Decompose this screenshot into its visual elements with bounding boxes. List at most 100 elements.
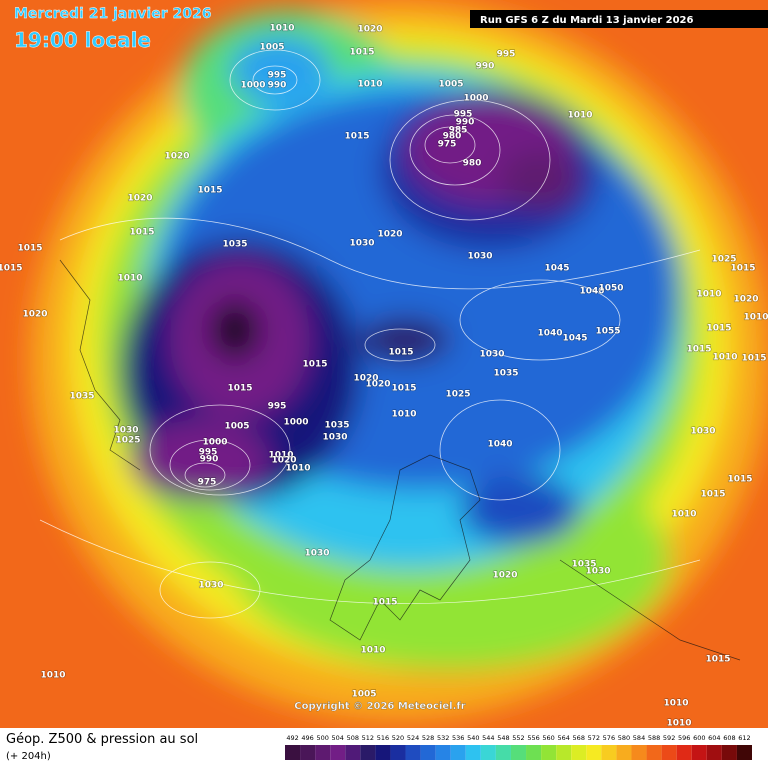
pressure-label: 1020 xyxy=(271,456,296,466)
pressure-label: 995 xyxy=(199,448,218,458)
scale-label: 572 xyxy=(588,734,600,742)
pressure-label: 1030 xyxy=(304,549,329,559)
copyright: Copyright © 2026 Meteociel.fr xyxy=(294,701,465,712)
scale-swatch xyxy=(646,745,662,760)
scale-label: 512 xyxy=(362,734,374,742)
scale-label: 604 xyxy=(708,734,720,742)
pressure-label: 975 xyxy=(198,478,217,488)
pressure-label: 975 xyxy=(438,140,457,150)
pressure-label: 1025 xyxy=(115,436,140,446)
pressure-label: 1010 xyxy=(712,353,737,363)
valid-time: 19:00 locale xyxy=(14,28,151,52)
pressure-label: 1015 xyxy=(700,490,725,500)
pressure-label: 1035 xyxy=(69,392,94,402)
pressure-label: 1020 xyxy=(164,152,189,162)
pressure-label: 990 xyxy=(200,455,219,465)
color-scale: 492 496 500 504 508 512 516 520 524 528 532 536 540 5… xyxy=(285,734,752,760)
pressure-label: 1035 xyxy=(571,560,596,570)
scale-swatch xyxy=(706,745,722,760)
pressure-label: 1000 xyxy=(283,418,308,428)
scale-label: 520 xyxy=(392,734,404,742)
pressure-label: 1010 xyxy=(567,111,592,121)
scale-label: 600 xyxy=(693,734,705,742)
pressure-label: 1005 xyxy=(224,422,249,432)
scale-label: 556 xyxy=(527,734,539,742)
scale-swatch xyxy=(345,745,361,760)
pressure-label: 1015 xyxy=(227,384,252,394)
pressure-label: 1045 xyxy=(544,264,569,274)
scale-swatch xyxy=(586,745,602,760)
scale-label: 552 xyxy=(512,734,524,742)
scale-label: 588 xyxy=(648,734,660,742)
pressure-label: 1020 xyxy=(357,25,382,35)
pressure-label: 1030 xyxy=(585,567,610,577)
pressure-label: 1010 xyxy=(743,313,768,323)
scale-swatch xyxy=(571,745,587,760)
scale-swatch xyxy=(420,745,436,760)
pressure-label: 1010 xyxy=(357,80,382,90)
pressure-label: 1010 xyxy=(360,646,385,656)
scale-label: 564 xyxy=(557,734,569,742)
pressure-label: 1015 xyxy=(686,345,711,355)
pressure-label: 1030 xyxy=(690,427,715,437)
pressure-label: 1015 xyxy=(705,655,730,665)
pressure-label: 995 xyxy=(497,50,516,60)
pressure-label: 1020 xyxy=(22,310,47,320)
scale-swatch xyxy=(315,745,331,760)
pressure-label: 1015 xyxy=(344,132,369,142)
pressure-label: 1030 xyxy=(479,350,504,360)
pressure-label: 995 xyxy=(268,71,287,81)
scale-label: 540 xyxy=(467,734,479,742)
scale-swatch xyxy=(465,745,481,760)
scale-label: 612 xyxy=(738,734,750,742)
pressure-label: 1010 xyxy=(391,410,416,420)
scale-swatch xyxy=(435,745,451,760)
pressure-label: 1035 xyxy=(493,369,518,379)
pressure-label: 1010 xyxy=(269,24,294,34)
scale-swatch xyxy=(390,745,406,760)
pressure-label: 1010 xyxy=(117,274,142,284)
pressure-label: 1055 xyxy=(595,327,620,337)
pressure-label: 1015 xyxy=(730,264,755,274)
pressure-label: 995 xyxy=(268,402,287,412)
pressure-label: 1020 xyxy=(353,374,378,384)
pressure-label: 1030 xyxy=(322,433,347,443)
pressure-label: 1005 xyxy=(438,80,463,90)
scale-swatch xyxy=(676,745,692,760)
pressure-label: 1040 xyxy=(579,287,604,297)
scale-swatch xyxy=(616,745,632,760)
scale-label: 500 xyxy=(316,734,328,742)
pressure-label: 1030 xyxy=(349,239,374,249)
scale-label: 596 xyxy=(678,734,690,742)
scale-swatch xyxy=(375,745,391,760)
scale-label: 576 xyxy=(603,734,615,742)
scale-swatch xyxy=(330,745,346,760)
pressure-label: 1030 xyxy=(467,252,492,262)
run-box xyxy=(470,10,768,28)
scale-swatch xyxy=(480,745,496,760)
pressure-label: 1030 xyxy=(198,581,223,591)
pressure-label: 1000 xyxy=(240,81,265,91)
scale-label: 608 xyxy=(723,734,735,742)
pressure-label: 1010 xyxy=(696,290,721,300)
pressure-label: 980 xyxy=(463,159,482,169)
pressure-label: 1025 xyxy=(445,390,470,400)
scale-label: 580 xyxy=(618,734,630,742)
pressure-label: 990 xyxy=(476,62,495,72)
scale-label: 560 xyxy=(542,734,554,742)
scale-swatch xyxy=(556,745,572,760)
scale-swatch xyxy=(300,745,316,760)
scale-swatch xyxy=(360,745,376,760)
scale-label: 524 xyxy=(407,734,419,742)
pressure-label: 1005 xyxy=(259,43,284,53)
scale-swatch xyxy=(495,745,511,760)
scale-swatch xyxy=(526,745,542,760)
pressure-label: 1020 xyxy=(377,230,402,240)
scale-swatch xyxy=(601,745,617,760)
valid-date: Mercredi 21 janvier 2026 xyxy=(14,6,211,22)
footer-lead: (+ 204h) xyxy=(6,751,51,762)
scale-swatch xyxy=(405,745,421,760)
